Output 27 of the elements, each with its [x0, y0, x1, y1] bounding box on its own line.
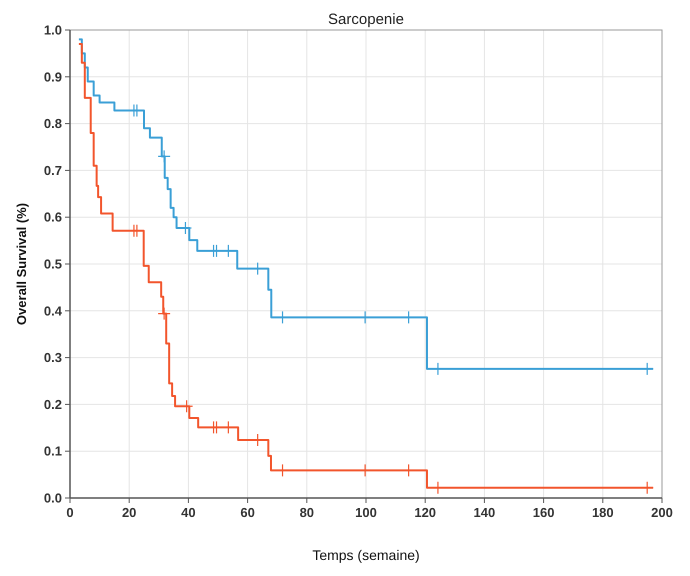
- x-tick-label: 200: [651, 505, 673, 520]
- y-tick-label: 0.4: [44, 303, 63, 318]
- x-tick-label: 60: [240, 505, 255, 520]
- y-tick-label: 1.0: [44, 22, 62, 38]
- y-tick-label: 0.3: [44, 350, 62, 366]
- x-axis-title: Temps (semaine): [312, 547, 420, 563]
- chart-title: Sarcopenie: [328, 11, 404, 28]
- x-tick-label: 140: [474, 505, 496, 520]
- point: [158, 150, 171, 163]
- y-tick-label: 0.6: [44, 210, 62, 225]
- x-tick-label: 120: [414, 505, 436, 520]
- x-tick-label: 40: [181, 505, 196, 520]
- y-tick-label: 0.2: [44, 396, 62, 412]
- x-tick-label: 80: [300, 505, 314, 520]
- y-tick-label: 0.1: [44, 444, 62, 459]
- x-tick-label: 100: [355, 505, 377, 520]
- y-tick-label: 0.9: [44, 69, 62, 84]
- y-axis-title: Overall Survival (%): [14, 202, 29, 326]
- x-tick-label: 0: [66, 505, 74, 520]
- y-tick-label: 0.0: [44, 490, 62, 506]
- point: [158, 307, 171, 320]
- x-tick-label: 160: [532, 505, 554, 520]
- y-tick-label: 0.8: [44, 116, 62, 132]
- x-tick-label: 20: [122, 505, 136, 520]
- x-tick-label: 180: [592, 505, 614, 520]
- y-tick-label: 0.7: [44, 162, 62, 178]
- y-tick-label: 0.5: [44, 256, 62, 272]
